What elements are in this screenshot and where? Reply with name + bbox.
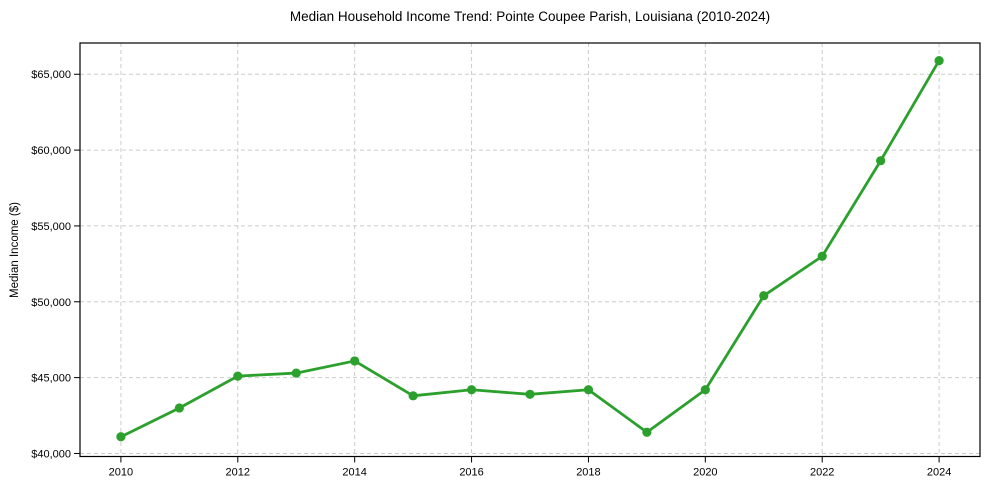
data-point xyxy=(700,385,710,395)
y-tick-label: $45,000 xyxy=(31,373,71,385)
x-tick-label: 2016 xyxy=(459,467,483,479)
x-tick-label: 2014 xyxy=(342,467,366,479)
data-point xyxy=(583,385,594,395)
data-point xyxy=(466,385,477,395)
y-tick-label: $55,000 xyxy=(31,221,71,233)
data-point xyxy=(642,427,652,437)
data-point xyxy=(350,356,360,366)
data-point xyxy=(116,432,126,442)
y-tick-label: $65,000 xyxy=(31,69,71,81)
x-tick-label: 2012 xyxy=(226,467,250,479)
x-tick-label: 2024 xyxy=(927,467,951,479)
x-tick-label: 2018 xyxy=(576,467,600,479)
data-point xyxy=(233,371,243,381)
x-tick-label: 2022 xyxy=(810,467,834,479)
chart-title: Median Household Income Trend: Pointe Co… xyxy=(289,9,771,24)
data-point xyxy=(291,368,301,378)
data-point xyxy=(525,389,535,399)
x-tick-label: 2020 xyxy=(693,467,717,479)
x-tick-label: 2010 xyxy=(109,467,133,479)
plot-frame xyxy=(79,42,981,458)
data-point xyxy=(934,55,944,66)
data-point xyxy=(817,251,827,261)
y-tick-label: $50,000 xyxy=(31,297,71,309)
data-point xyxy=(174,403,184,413)
y-tick-label: $60,000 xyxy=(31,145,71,157)
trend-line xyxy=(119,59,941,439)
y-tick-label: $40,000 xyxy=(31,448,71,460)
data-point xyxy=(408,391,418,401)
data-point xyxy=(876,156,886,166)
data-point xyxy=(759,291,769,301)
